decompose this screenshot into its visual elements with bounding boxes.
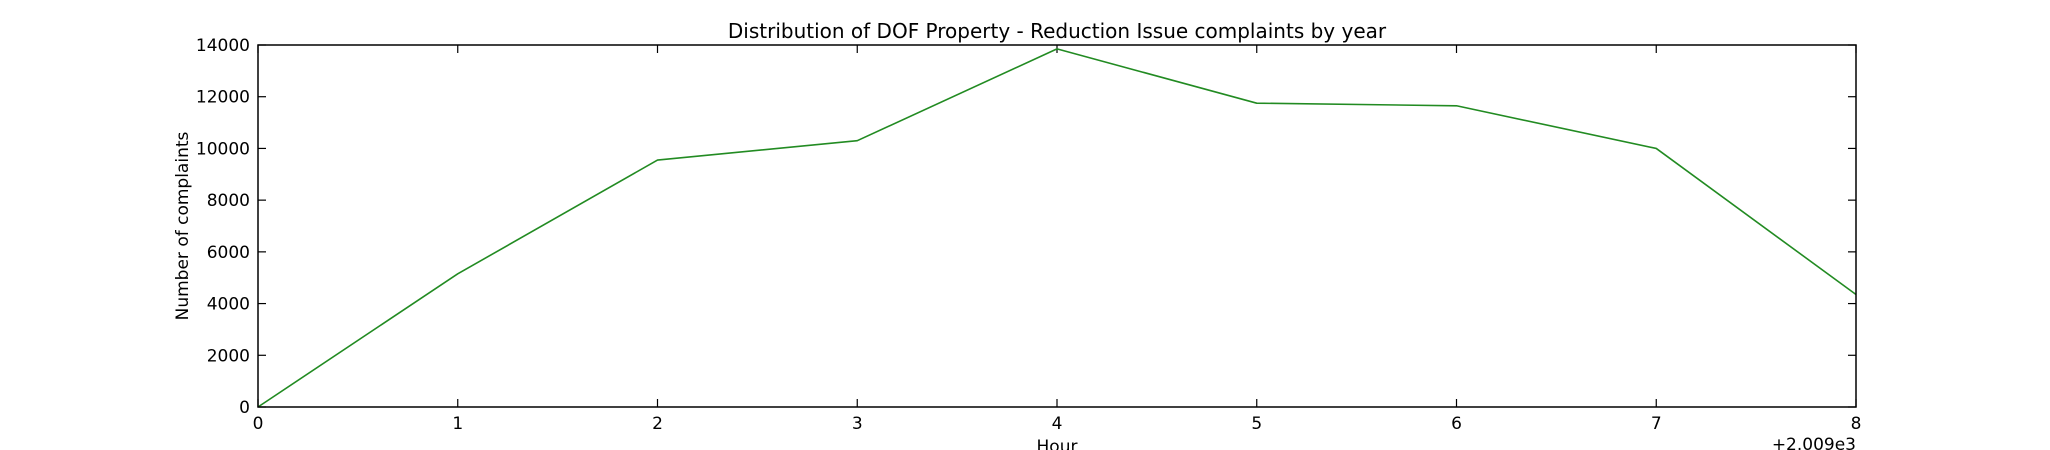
y-tick-label: 2000 — [207, 346, 250, 366]
x-tick-label: 1 — [452, 414, 463, 434]
x-tick-label: 7 — [1651, 414, 1662, 434]
x-axis-ticks: 0 1 2 3 4 5 6 7 8 — [253, 45, 1862, 434]
x-tick-label: 2 — [652, 414, 663, 434]
series-line — [257, 48, 1857, 408]
x-axis-offset-label: +2.009e3 — [1772, 435, 1856, 450]
x-axis-label: Hour — [1037, 437, 1078, 450]
y-tick-label: 8000 — [207, 191, 250, 211]
x-tick-label: 5 — [1251, 414, 1262, 434]
x-tick-label: 6 — [1451, 414, 1462, 434]
series-layer — [257, 48, 1857, 408]
plot-frame — [257, 44, 1857, 408]
y-tick-label: 14000 — [196, 36, 250, 56]
y-tick-label: 12000 — [196, 88, 250, 108]
x-tick-label: 4 — [1052, 414, 1063, 434]
y-tick-label: 6000 — [207, 243, 250, 263]
chart-title: Distribution of DOF Property - Reduction… — [728, 19, 1387, 43]
y-axis-label: Number of complaints — [173, 131, 193, 320]
x-tick-label: 0 — [253, 414, 264, 434]
x-tick-label: 8 — [1851, 414, 1862, 434]
x-tick-label: 3 — [852, 414, 863, 434]
y-tick-label: 10000 — [196, 139, 250, 159]
y-tick-label: 4000 — [207, 295, 250, 315]
y-tick-label: 0 — [239, 398, 250, 418]
y-axis-ticks: 0 2000 4000 6000 8000 10000 12000 14000 — [196, 36, 1856, 418]
